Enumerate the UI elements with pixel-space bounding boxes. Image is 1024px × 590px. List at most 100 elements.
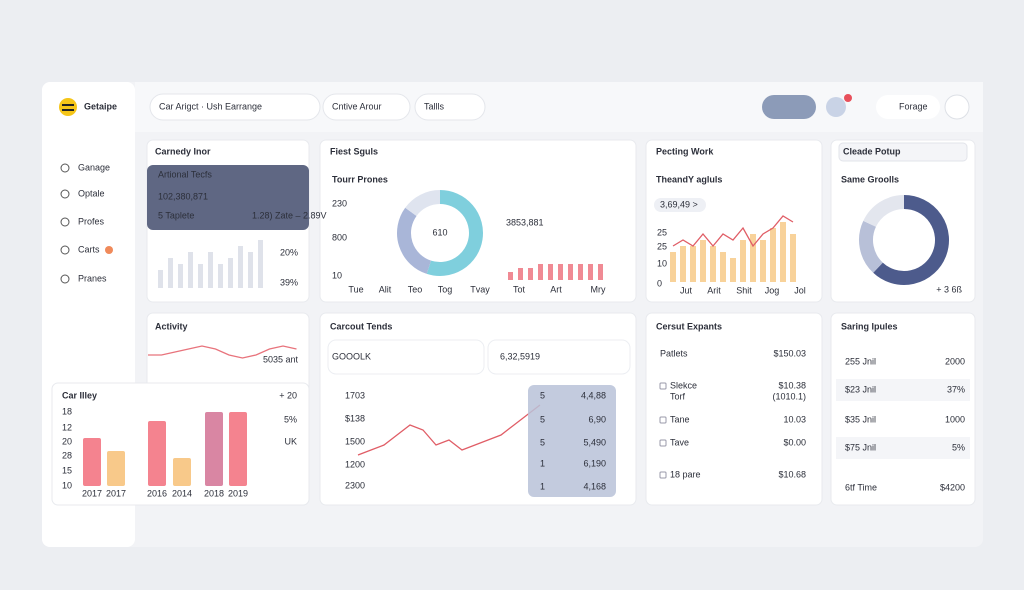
y-tick-label: 10: [332, 270, 342, 280]
bar: [148, 421, 166, 486]
line: [672, 215, 794, 248]
value-pill: [327, 339, 485, 375]
checkbox: [659, 439, 667, 447]
table-cell: 5: [540, 414, 545, 424]
bar: [83, 438, 101, 486]
y-tick-label: 12: [62, 422, 72, 432]
card-title: Cersut Expants: [656, 321, 722, 331]
menu-pill[interactable]: [414, 93, 486, 121]
y-tick-label: 230: [332, 198, 347, 208]
card: [830, 312, 976, 506]
bar: [168, 258, 173, 288]
x-tick-label: Jut: [680, 285, 693, 295]
bar: [208, 252, 213, 288]
row-label: 18 pare: [670, 469, 701, 479]
bar: [258, 240, 263, 288]
nav-item[interactable]: Carts: [78, 244, 100, 254]
bar: [670, 252, 676, 282]
card-title: Car Illey: [62, 390, 97, 400]
menu[interactable]: Tallls: [424, 101, 445, 111]
row-label: 6tf Time: [845, 482, 877, 492]
toggle[interactable]: [762, 95, 816, 119]
x-tick-label: Alit: [379, 284, 392, 294]
bar: [107, 451, 125, 486]
donut-segment: [397, 207, 432, 274]
table-cell: 5,490: [583, 437, 606, 447]
donut-segment: [873, 195, 949, 285]
nav-item[interactable]: Ganage: [78, 162, 110, 172]
nav-badge: [105, 246, 113, 254]
note: 5035 ant: [263, 354, 299, 364]
y-tick-label: 28: [62, 450, 72, 460]
nav-item[interactable]: Profes: [78, 216, 105, 226]
note: UK: [284, 436, 297, 446]
x-tick-label: Mry: [591, 284, 606, 294]
donut-segment: [405, 190, 441, 217]
x-tick-label: 2016: [147, 488, 167, 498]
line: [357, 404, 541, 456]
kpi-subtitle: Artional Tecfs: [158, 169, 212, 179]
table-cell: 4,4,88: [581, 390, 606, 400]
bar: [568, 264, 573, 280]
bar: [680, 246, 686, 282]
menu-pill[interactable]: [149, 93, 321, 121]
x-tick-label: 2019: [228, 488, 248, 498]
nav-item[interactable]: Optale: [78, 188, 105, 198]
badge: [654, 198, 706, 212]
donut-segment: [863, 195, 905, 228]
row-label: Torf: [670, 391, 686, 401]
x-tick-label: 2017: [82, 488, 102, 498]
x-tick-label: Arit: [707, 285, 721, 295]
y-tick-label: 0: [657, 278, 662, 288]
x-tick-label: Tot: [513, 284, 526, 294]
bar: [578, 264, 583, 280]
checkbox: [659, 416, 667, 424]
menu-pill[interactable]: [322, 93, 411, 121]
note: 39%: [280, 277, 298, 287]
y-tick-label: 800: [332, 232, 347, 242]
table-cell: 1: [540, 458, 545, 468]
note: 5%: [284, 414, 297, 424]
bar: [750, 234, 756, 282]
table-cell: 6,190: [583, 458, 606, 468]
row-value: $0.00: [783, 437, 806, 447]
bar: [780, 222, 786, 282]
kpi-value: 6,32,5919: [500, 351, 540, 361]
icon-button[interactable]: [944, 94, 970, 120]
logo: [59, 98, 77, 116]
table-cell: 5: [540, 437, 545, 447]
bar: [518, 268, 523, 280]
row-label: 255 Jnil: [845, 356, 876, 366]
bar: [538, 264, 543, 280]
menu[interactable]: Cntive Arour: [332, 101, 382, 111]
user-name[interactable]: Forage: [899, 101, 928, 111]
bar: [740, 240, 746, 282]
x-tick-label: 2018: [204, 488, 224, 498]
row-label: $23 Jnil: [845, 384, 876, 394]
y-tick-label: 1500: [345, 436, 365, 446]
avatar: [826, 97, 846, 117]
y-tick-label: $138: [345, 413, 365, 423]
y-tick-label: 25: [657, 241, 667, 251]
row-label: $75 Jnil: [845, 442, 876, 452]
y-tick-label: 1200: [345, 459, 365, 469]
row-value: 2000: [945, 356, 965, 366]
card-title: Fiest Sguls: [330, 146, 378, 156]
bar: [508, 272, 513, 280]
row-value: (1010.1): [772, 391, 806, 401]
user-pill[interactable]: [876, 95, 940, 119]
row-value: $150.03: [773, 348, 806, 358]
row-value: $10.38: [778, 380, 806, 390]
row-value: 5%: [952, 442, 965, 452]
bar: [205, 412, 223, 486]
bar: [548, 264, 553, 280]
big-value: 3853,881: [506, 217, 544, 227]
nav-item[interactable]: Pranes: [78, 273, 107, 283]
y-tick-label: 18: [62, 406, 72, 416]
bar: [598, 264, 603, 280]
bar: [178, 264, 183, 288]
nav-icon: [60, 245, 70, 255]
menu[interactable]: Car Arigct · Ush Earrange: [159, 101, 262, 111]
